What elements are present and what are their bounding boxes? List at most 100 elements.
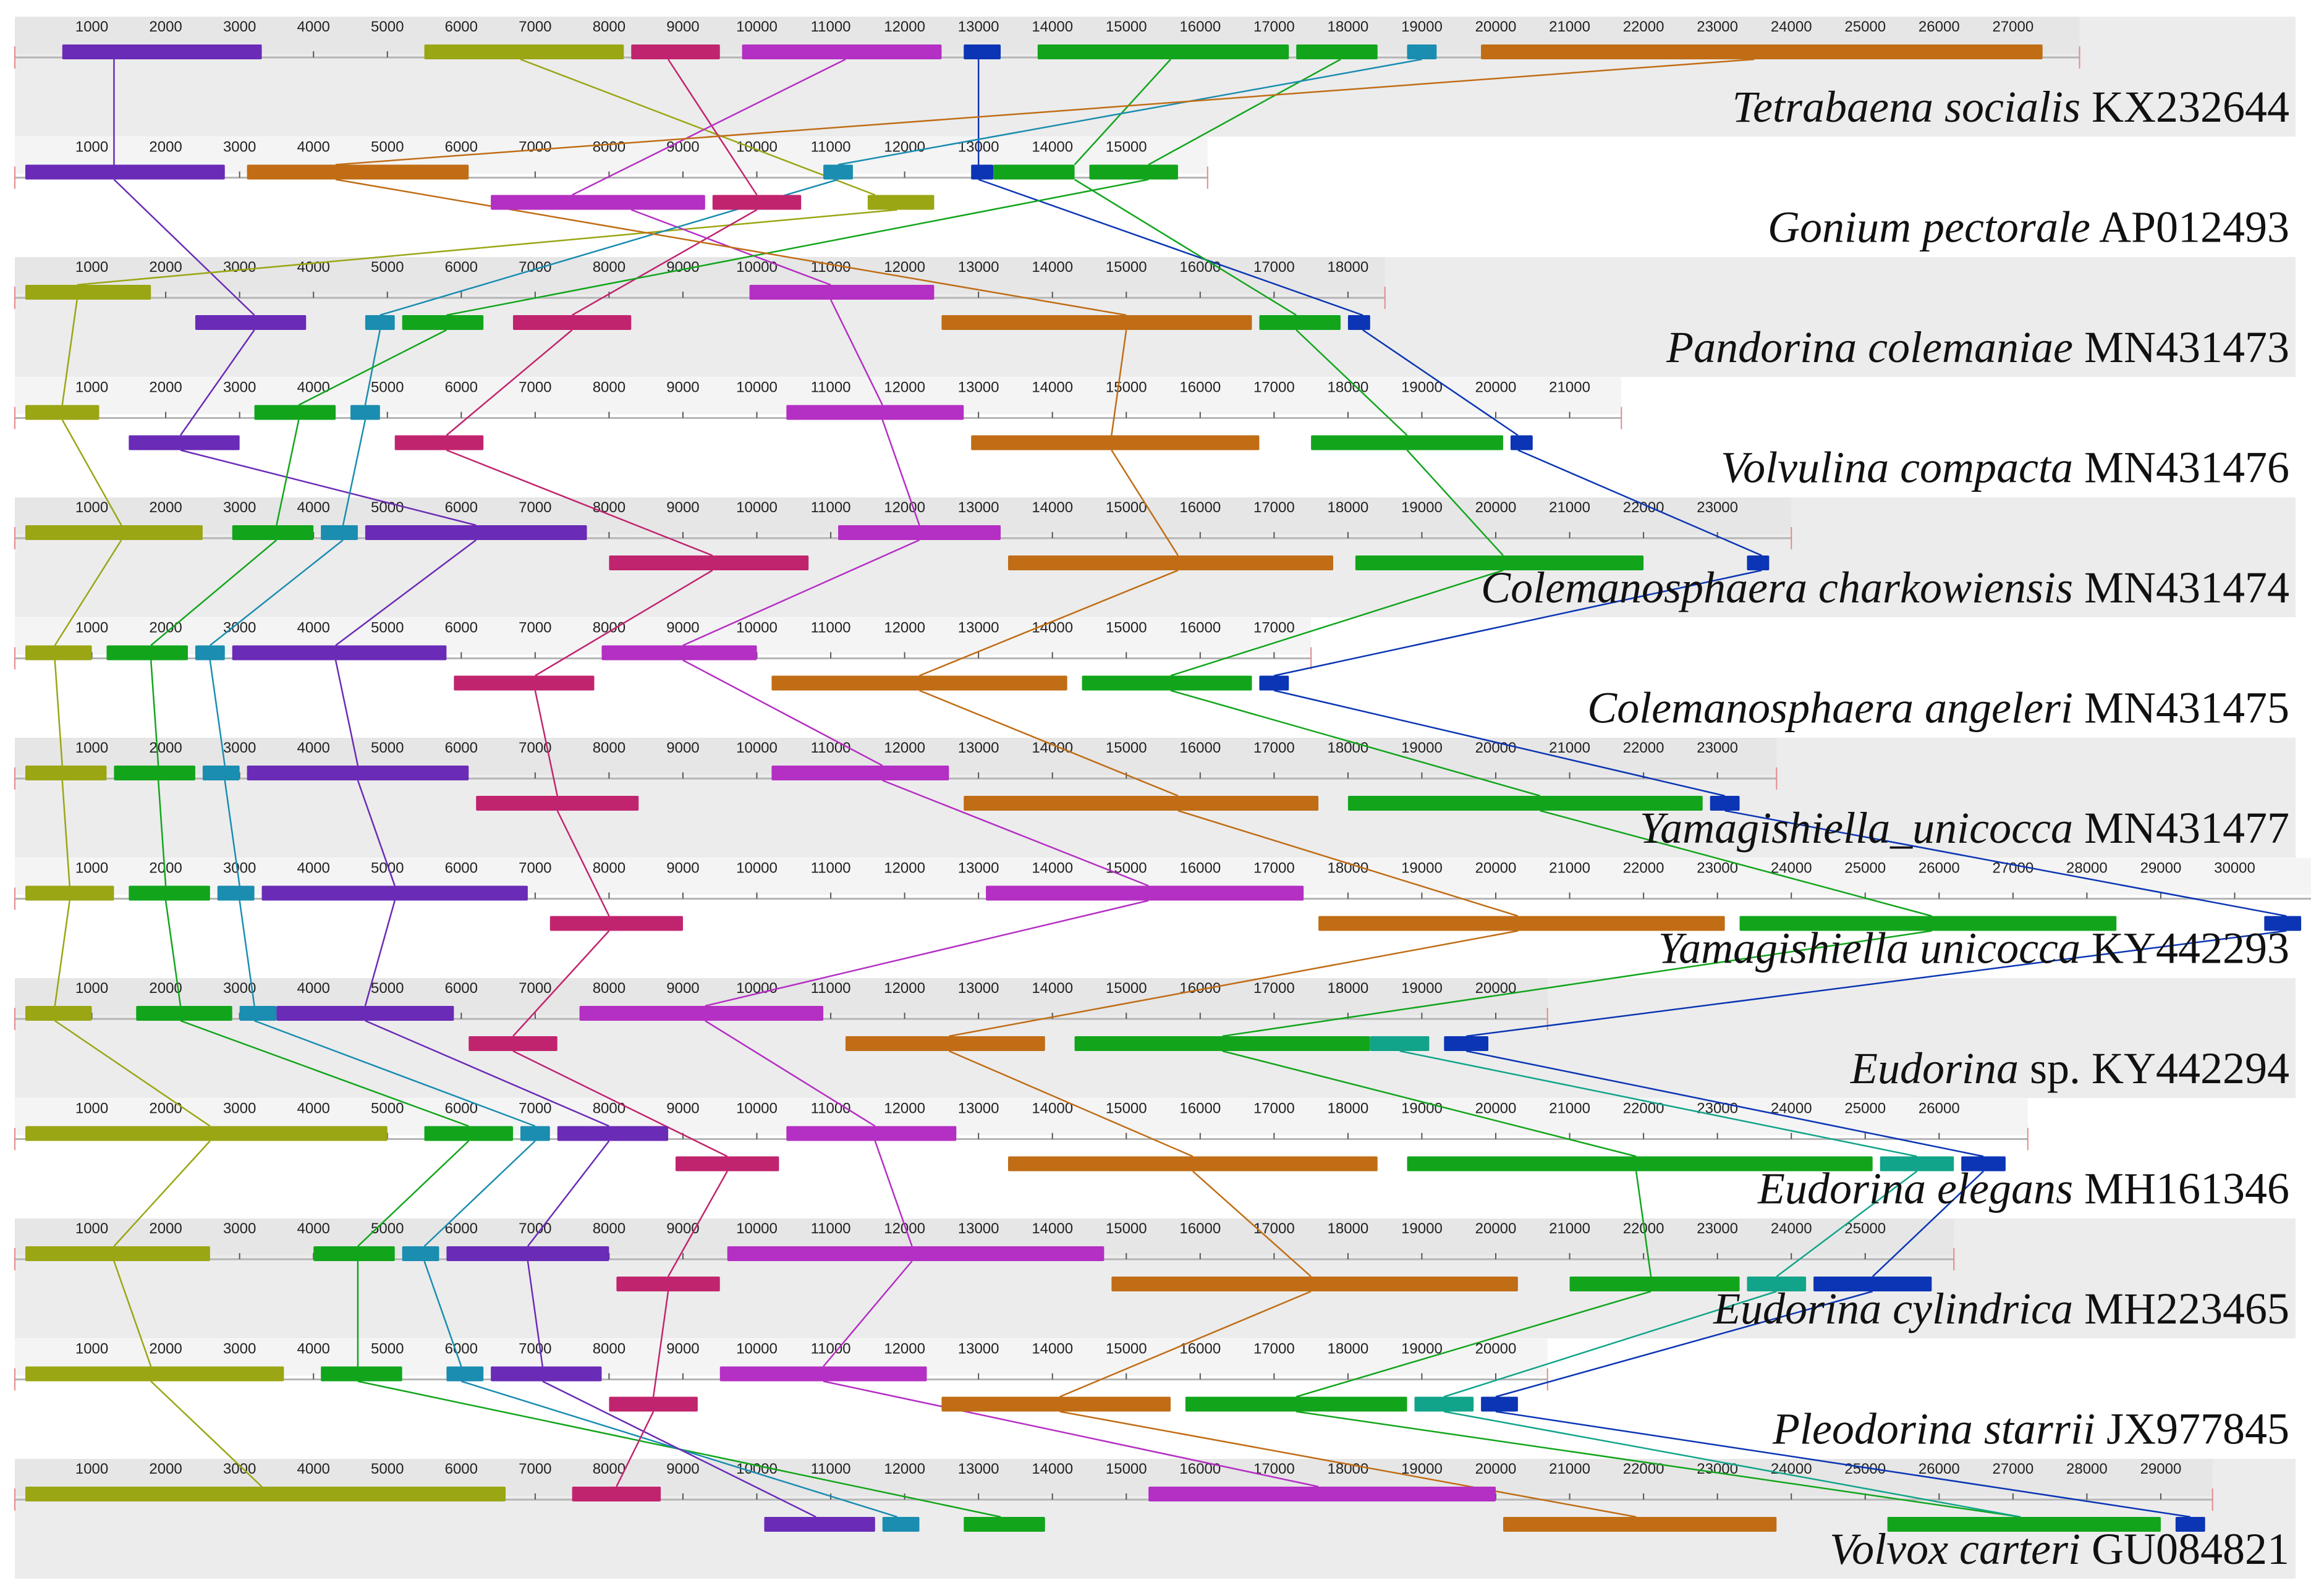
- ruler-tick-label: 6000: [445, 860, 478, 877]
- ruler-tick-label: 10000: [736, 1341, 778, 1357]
- ruler-tick-label: 19000: [1401, 740, 1443, 756]
- ruler-tick-label: 13000: [958, 1461, 999, 1477]
- lcb-block-green: [232, 525, 314, 540]
- ruler-tick-label: 9000: [666, 499, 699, 516]
- ruler-tick-label: 1000: [75, 860, 108, 877]
- ruler-tick-label: 10000: [736, 740, 778, 756]
- lcb-connector-teal: [837, 58, 1422, 166]
- lcb-connector-green: [446, 179, 1149, 316]
- lcb-connector-orange: [1059, 1411, 1637, 1518]
- ruler-tick-label: 8000: [593, 259, 625, 276]
- ruler-tick-label: 26000: [1919, 1461, 1960, 1477]
- ruler-tick-label: 2000: [149, 740, 182, 756]
- ruler-tick-label: 22000: [1623, 860, 1664, 877]
- ruler-tick-label: 7000: [519, 1341, 551, 1357]
- lcb-connector-darkblue: [1362, 329, 1519, 436]
- ruler-tick-label: 5000: [371, 259, 404, 276]
- ruler-tick-label: 10000: [736, 19, 778, 35]
- ruler-tick-label: 16000: [1179, 19, 1221, 35]
- lcb-block-green: [402, 315, 484, 330]
- lcb-block-pink: [609, 555, 809, 570]
- ruler-tick-label: 5000: [371, 980, 404, 997]
- ruler-tick-label: 11000: [811, 19, 851, 35]
- ruler-tick-label: 8000: [593, 139, 625, 156]
- lcb-connector-purple: [335, 539, 477, 646]
- ruler-tick-label: 6000: [445, 19, 478, 35]
- ruler-tick-label: 13000: [958, 1341, 999, 1357]
- ruler-tick-label: 12000: [884, 620, 925, 636]
- ruler-tick-label: 7000: [519, 379, 551, 396]
- lcb-block-teal: [321, 525, 358, 540]
- ruler-tick-label: 17000: [1253, 1100, 1295, 1117]
- accession-number: AP012493: [2090, 203, 2289, 252]
- species-name: Colemanosphaera angeleri: [1587, 683, 2073, 733]
- ruler-tick-label: 8000: [593, 1220, 625, 1237]
- lcb-connector-orange: [949, 930, 1519, 1037]
- lcb-block-magenta: [986, 885, 1304, 901]
- ruler-tick-label: 12000: [884, 379, 925, 396]
- ruler-tick-label: 9000: [666, 1220, 699, 1237]
- ruler-tick-label: 15000: [1106, 620, 1147, 636]
- species-name: Colemanosphaera charkowiensis: [1481, 563, 2073, 612]
- ruler-tick-label: 12000: [884, 860, 925, 877]
- ruler-tick-label: 3000: [223, 1100, 256, 1117]
- lcb-block-magenta: [491, 195, 705, 210]
- lcb-block-teal: [402, 1246, 439, 1261]
- ruler-tick-label: 15000: [1106, 740, 1147, 756]
- ruler-tick-label: 22000: [1623, 499, 1664, 516]
- ruler-tick-label: 18000: [1328, 259, 1369, 276]
- lcb-connector-pink: [534, 690, 558, 796]
- lcb-connector-green: [1406, 449, 1504, 556]
- lcb-connector-olive: [113, 1140, 211, 1247]
- ruler-tick-label: 14000: [1032, 19, 1073, 35]
- ruler-tick-label: 15000: [1106, 379, 1147, 396]
- ruler-tick-label: 9000: [666, 620, 699, 636]
- ruler-tick-label: 9000: [666, 19, 699, 35]
- ruler-tick-label: 1000: [75, 1341, 108, 1357]
- lcb-block-green: [993, 164, 1075, 180]
- lcb-block-teal: [350, 405, 380, 420]
- ruler-tick-label: 20000: [1475, 1220, 1517, 1237]
- ruler-tick-label: 13000: [958, 379, 999, 396]
- ruler-tick-label: 17000: [1253, 259, 1295, 276]
- ruler-tick-label: 12000: [884, 1220, 925, 1237]
- ruler-tick-label: 23000: [1697, 499, 1738, 516]
- lcb-connector-purple: [364, 900, 396, 1007]
- lcb-block-olive: [424, 44, 624, 59]
- accession-number: MH161346: [2073, 1164, 2289, 1214]
- ruler-tick-label: 2000: [149, 19, 182, 35]
- lcb-connector-purple: [527, 1260, 544, 1367]
- ruler-tick-label: 21000: [1549, 1461, 1590, 1477]
- ruler-tick-label: 14000: [1032, 139, 1073, 156]
- lcb-block-olive: [25, 645, 92, 661]
- lcb-connector-magenta: [682, 539, 920, 646]
- ruler-tick-label: 3000: [223, 1341, 256, 1357]
- lcb-block-olive: [25, 1366, 284, 1382]
- ruler-tick-label: 8000: [593, 740, 625, 756]
- lcb-block-orange: [1007, 555, 1333, 570]
- ruler-tick-label: 14000: [1032, 740, 1073, 756]
- species-label: Gonium pectorale AP012493: [1768, 203, 2289, 252]
- lcb-block-green: [106, 645, 188, 661]
- ruler-tick-label: 22000: [1623, 1100, 1664, 1117]
- ruler-tick-label: 20000: [1475, 19, 1517, 35]
- lcb-connector-pink: [512, 1050, 728, 1157]
- ruler-tick-label: 6000: [445, 139, 478, 156]
- lcb-block-darkblue: [1259, 675, 1289, 691]
- lcb-block-green: [1037, 44, 1289, 59]
- lcb-block-green: [964, 1517, 1045, 1532]
- lcb-block-orange: [1007, 1156, 1378, 1172]
- lcb-block-green: [1082, 675, 1252, 691]
- ruler-tick-label: 21000: [1549, 860, 1590, 877]
- lcb-block-olive: [25, 525, 203, 540]
- ruler-tick-label: 7000: [519, 139, 551, 156]
- ruler-tick-label: 11000: [811, 1461, 851, 1477]
- lcb-block-darkblue: [2264, 916, 2302, 931]
- ruler-tick-label: 12000: [884, 259, 925, 276]
- lcb-block-teal: [202, 766, 240, 780]
- ruler-tick-label: 2000: [149, 1100, 182, 1117]
- lcb-block-green: [1887, 1517, 2161, 1532]
- ruler-tick-label: 12000: [884, 1100, 925, 1117]
- lcb-connector-green: [1540, 809, 1932, 917]
- lcb-connector-magenta: [829, 299, 883, 406]
